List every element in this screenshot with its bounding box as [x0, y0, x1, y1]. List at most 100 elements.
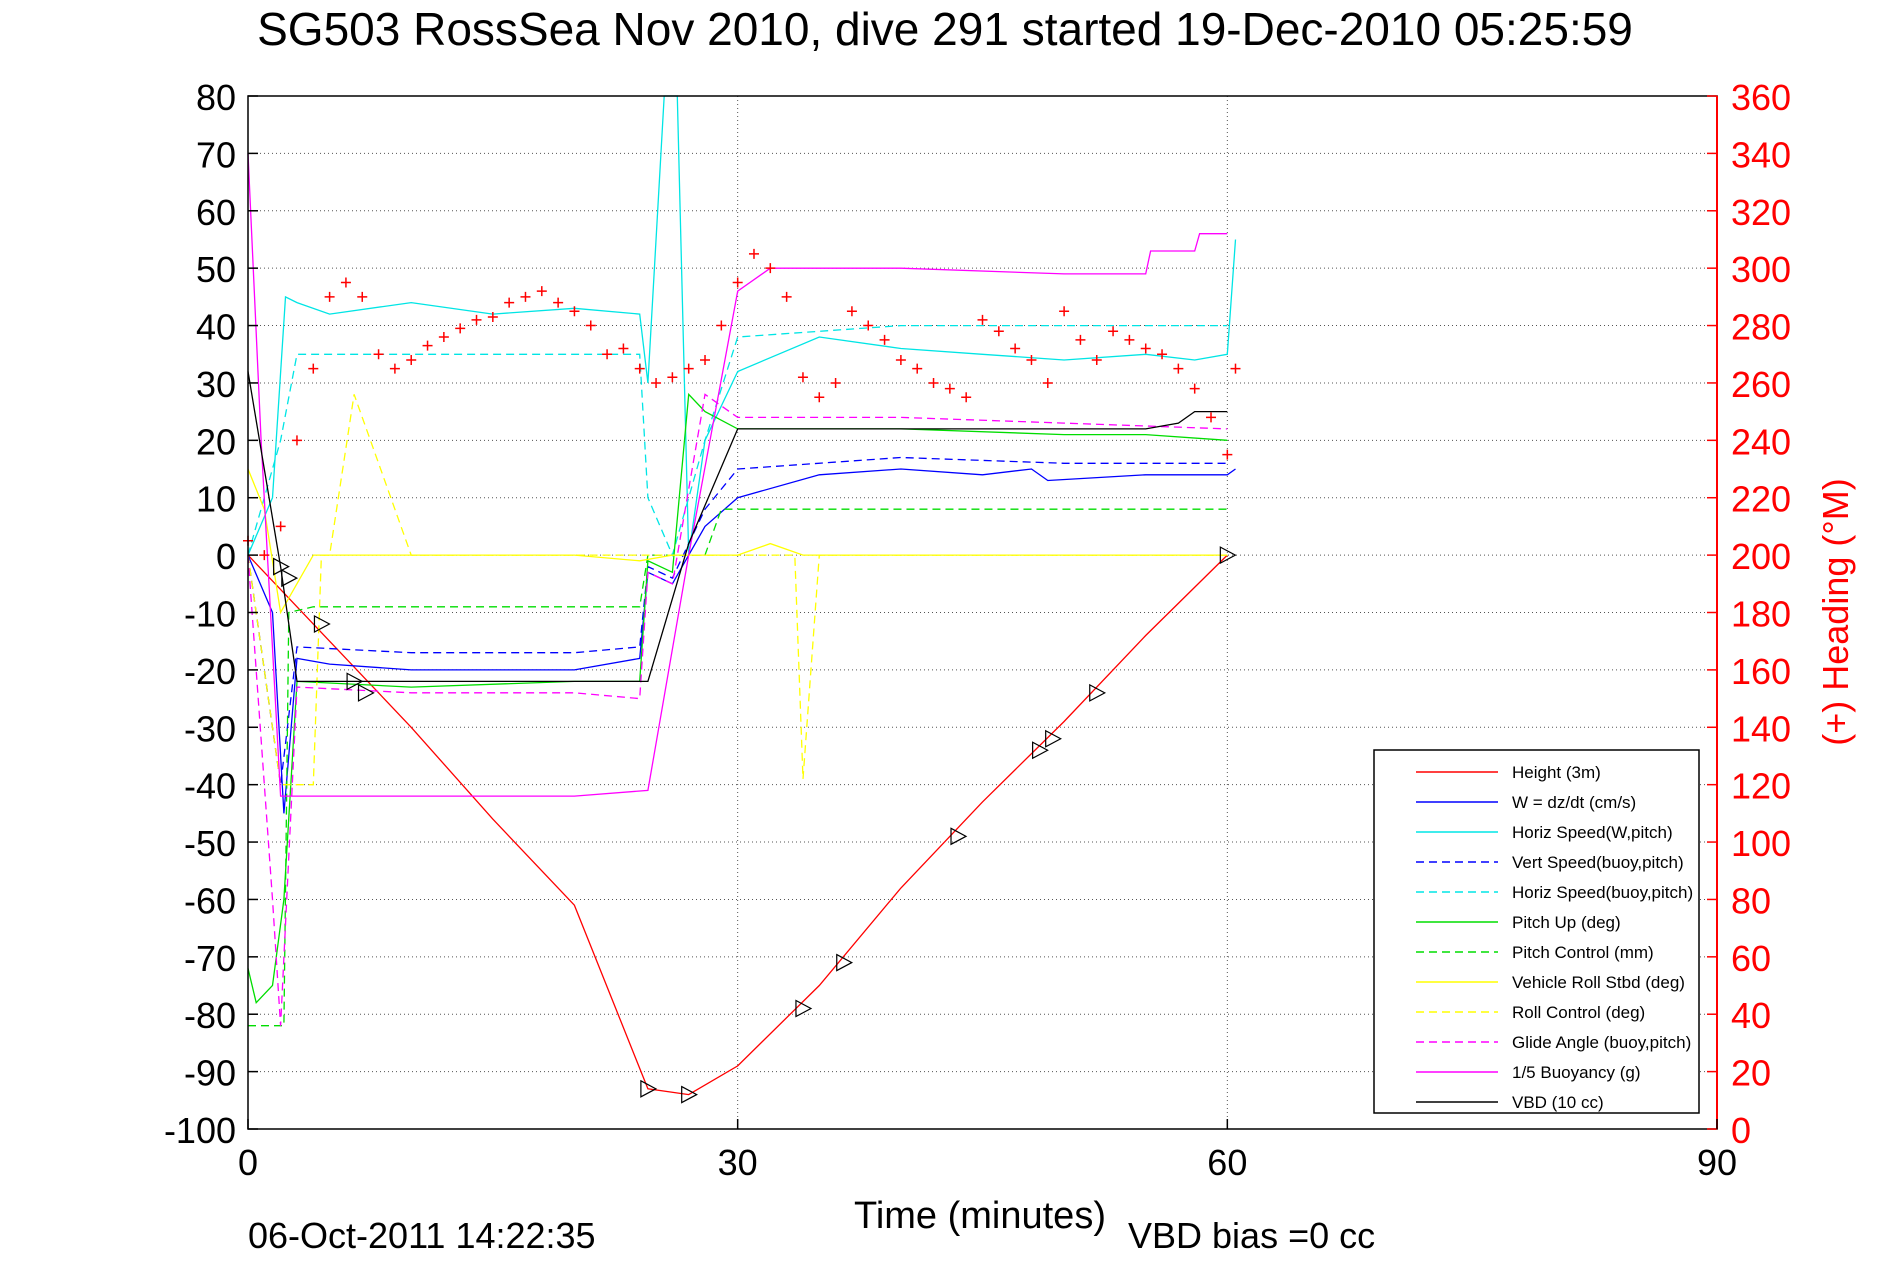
legend-label: Pitch Up (deg) [1512, 913, 1621, 932]
series-heading-points [243, 248, 1241, 561]
heading-point [1042, 377, 1053, 388]
right-tick-label: 340 [1731, 134, 1791, 175]
legend-label: Height (3m) [1512, 763, 1601, 782]
heading-point [1010, 343, 1021, 354]
legend-label: Vert Speed(buoy,pitch) [1512, 853, 1684, 872]
legend-label: Glide Angle (buoy,pitch) [1512, 1033, 1691, 1052]
y-tick-label: -100 [164, 1110, 236, 1151]
turn-marker [281, 569, 299, 588]
legend-label: VBD (10 cc) [1512, 1093, 1604, 1112]
y-tick-label: 30 [196, 364, 236, 405]
y-tick-label: -70 [184, 938, 236, 979]
legend-label: Vehicle Roll Stbd (deg) [1512, 973, 1685, 992]
marker-layer [273, 546, 1237, 1104]
y-tick-label: -80 [184, 995, 236, 1036]
turn-marker [273, 557, 290, 576]
heading-point [716, 320, 727, 331]
heading-point [977, 314, 988, 325]
heading-point [1222, 449, 1233, 460]
right-tick-label: 60 [1731, 938, 1771, 979]
heading-point [324, 291, 335, 302]
turn-marker [795, 999, 813, 1018]
turn-marker [681, 1085, 698, 1104]
right-tick-label: 320 [1731, 192, 1791, 233]
series-line-6 [248, 508, 1228, 1027]
heading-point [830, 377, 841, 388]
y-tick-label: 80 [196, 77, 236, 118]
series-line-4 [247, 324, 1228, 558]
turn-marker [950, 827, 968, 846]
right-tick-label: 0 [1731, 1110, 1751, 1151]
heading-point [781, 291, 792, 302]
heading-point [422, 340, 433, 351]
heading-point [438, 332, 449, 343]
heading-point [471, 314, 482, 325]
heading-point [814, 392, 825, 403]
series-layer [243, 95, 1241, 1096]
heading-point [846, 306, 857, 317]
heading-point [1140, 343, 1151, 354]
heading-point [373, 349, 384, 360]
heading-point [1108, 326, 1119, 337]
heading-point [944, 383, 955, 394]
left-y-axis: 80 70 60 50 40 30 20 10 0 -10 -20 -30 -40 -50 -60 -70 -8… [164, 77, 258, 1151]
series-line-10 [247, 153, 1228, 797]
x-tick-label: 30 [718, 1142, 758, 1183]
heading-point [993, 326, 1004, 337]
turn-marker [836, 953, 854, 972]
series-line-8 [247, 394, 1228, 786]
heading-point [1206, 412, 1217, 423]
turn-marker [1045, 729, 1062, 748]
legend-label: W = dz/dt (cm/s) [1512, 793, 1636, 812]
heading-point [961, 392, 972, 403]
turn-marker [1089, 683, 1107, 702]
y-tick-label: -30 [184, 708, 236, 749]
heading-point [1124, 334, 1135, 345]
heading-point [928, 377, 939, 388]
heading-point [863, 320, 874, 331]
turn-marker [313, 614, 331, 633]
y-tick-label: -50 [184, 823, 236, 864]
heading-point [585, 320, 596, 331]
y-tick-label: 10 [196, 479, 236, 520]
legend-label: Horiz Speed(buoy,pitch) [1512, 883, 1693, 902]
y-tick-label: -20 [184, 651, 236, 692]
y-tick-label: 20 [196, 421, 236, 462]
vbd-bias-label: VBD bias =0 cc [1128, 1215, 1375, 1256]
heading-point [732, 277, 743, 288]
y-tick-label: 0 [216, 536, 236, 577]
legend: Height (3m) W = dz/dt (cm/s) Horiz Speed(W… [1373, 749, 1700, 1114]
turn-marker [346, 672, 364, 691]
heading-point [748, 248, 759, 259]
x-tick-label: 0 [238, 1142, 258, 1183]
right-tick-label: 280 [1731, 307, 1791, 348]
right-tick-label: 80 [1731, 880, 1771, 921]
heading-point [765, 263, 776, 274]
right-tick-label: 180 [1731, 594, 1791, 635]
heading-point [1189, 383, 1200, 394]
heading-point [879, 334, 890, 345]
turn-marker [357, 683, 375, 702]
y-tick-label: 60 [196, 192, 236, 233]
heading-point [1091, 354, 1102, 365]
heading-point [520, 291, 531, 302]
heading-point [1173, 363, 1184, 374]
right-y-axis: 3603403203002802602402202001801601401201… [1707, 77, 1791, 1151]
series-line-0 [247, 554, 1228, 1096]
heading-point [1157, 349, 1168, 360]
heading-point [406, 354, 417, 365]
right-tick-label: 220 [1731, 479, 1791, 520]
heading-point [1059, 306, 1070, 317]
heading-point [634, 363, 645, 374]
right-tick-label: 260 [1731, 364, 1791, 405]
heading-point [797, 372, 808, 383]
heading-point [895, 354, 906, 365]
x-tick-label: 90 [1697, 1142, 1737, 1183]
right-tick-label: 100 [1731, 823, 1791, 864]
y-tick-label: -10 [184, 594, 236, 635]
heading-point [1075, 334, 1086, 345]
y-tick-label: -40 [184, 766, 236, 807]
series-line-11 [247, 371, 1228, 683]
heading-point [912, 363, 923, 374]
heading-point [487, 311, 498, 322]
